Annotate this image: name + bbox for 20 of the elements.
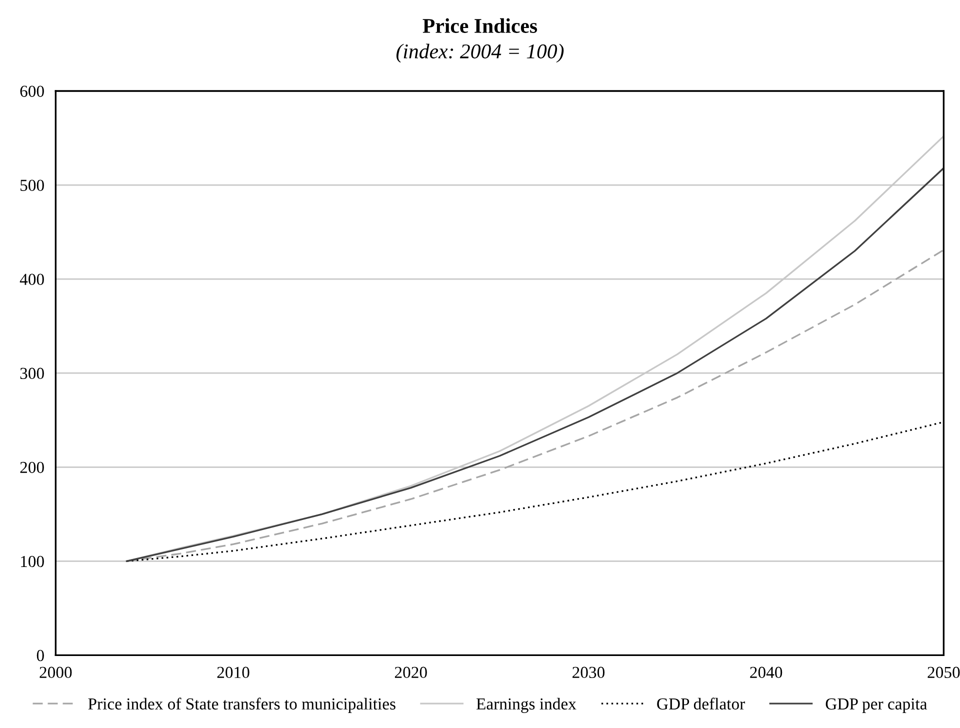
x-tick-label: 2040: [750, 666, 782, 678]
x-tick-label: 2000: [40, 666, 72, 678]
x-tick-label: 2030: [572, 666, 605, 678]
legend-label: Earnings index: [476, 698, 576, 713]
legend-label: GDP per capita: [826, 698, 928, 713]
y-tick-label: 600: [20, 86, 44, 97]
y-tick-label: 100: [21, 556, 44, 568]
x-tick-label: 2050: [928, 666, 960, 678]
x-tick-label: 2010: [217, 666, 250, 678]
y-tick-label: 400: [20, 274, 44, 286]
chart-subtitle: (index: 2004 = 100): [396, 44, 564, 63]
y-tick-label: 0: [36, 650, 44, 662]
y-tick-label: 500: [20, 180, 44, 191]
chart-title: Price Indices: [422, 18, 538, 33]
y-tick-label: 200: [20, 462, 44, 474]
y-tick-label: 300: [20, 368, 44, 380]
legend-label: GDP deflator: [657, 698, 745, 710]
x-tick-label: 2020: [394, 666, 427, 678]
legend-label: Price index of State transfers to municipalities: [88, 698, 396, 713]
line-series: [126, 421, 944, 562]
